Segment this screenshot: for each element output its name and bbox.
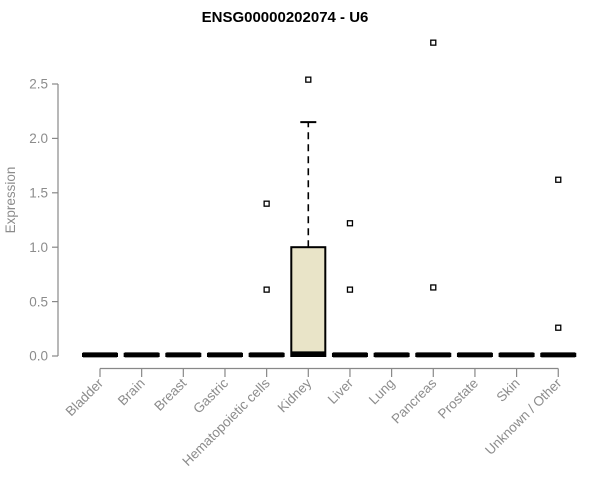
x-tick-label: Unknown / Other [482, 375, 565, 458]
box-group [248, 200, 285, 358]
x-tick-label: Kidney [275, 375, 315, 415]
box-group [415, 39, 452, 358]
outlier-point [346, 286, 354, 293]
box-group [165, 352, 202, 358]
x-tick-label: Brain [115, 376, 148, 409]
x-tick-label: Gastric [190, 375, 231, 416]
y-tick-label: 0.5 [29, 294, 48, 309]
x-tick-label: Lung [366, 376, 398, 408]
box-rect [290, 246, 327, 357]
box-group [373, 352, 410, 358]
outlier-point [263, 200, 270, 207]
chart-title: ENSG00000202074 - U6 [202, 9, 369, 26]
y-tick-label: 1.5 [29, 186, 48, 201]
y-tick-label: 1.0 [29, 240, 48, 255]
box-group [290, 76, 327, 357]
outlier-point [555, 324, 562, 331]
x-tick-label: Skin [494, 376, 523, 405]
box-group [206, 352, 243, 358]
x-tick-label: Pancreas [388, 375, 439, 426]
box-group [540, 176, 577, 358]
outlier-point [430, 284, 437, 291]
y-tick-label: 2.5 [29, 77, 48, 92]
y-tick-label: 0.0 [29, 349, 48, 364]
y-tick-label: 2.0 [29, 131, 48, 146]
x-tick-label: Prostate [435, 376, 481, 422]
y-axis: 0.0 0.5 1.0 1.5 2.0 2.5 [29, 77, 59, 364]
x-tick-label: Liver [325, 375, 357, 407]
x-tick-label: Breast [151, 375, 189, 413]
y-axis-label: Expression [3, 167, 18, 234]
outlier-point [430, 39, 437, 46]
outlier-point [305, 76, 312, 83]
box-group [498, 352, 535, 358]
box-series [82, 39, 577, 358]
box-group [331, 220, 368, 358]
outlier-point [263, 286, 270, 293]
outlier-point [555, 176, 562, 183]
outlier-point [346, 220, 354, 227]
box-group [82, 352, 118, 358]
x-tick-label: Bladder [63, 375, 107, 419]
box-group [456, 352, 493, 358]
box-group [123, 352, 160, 358]
